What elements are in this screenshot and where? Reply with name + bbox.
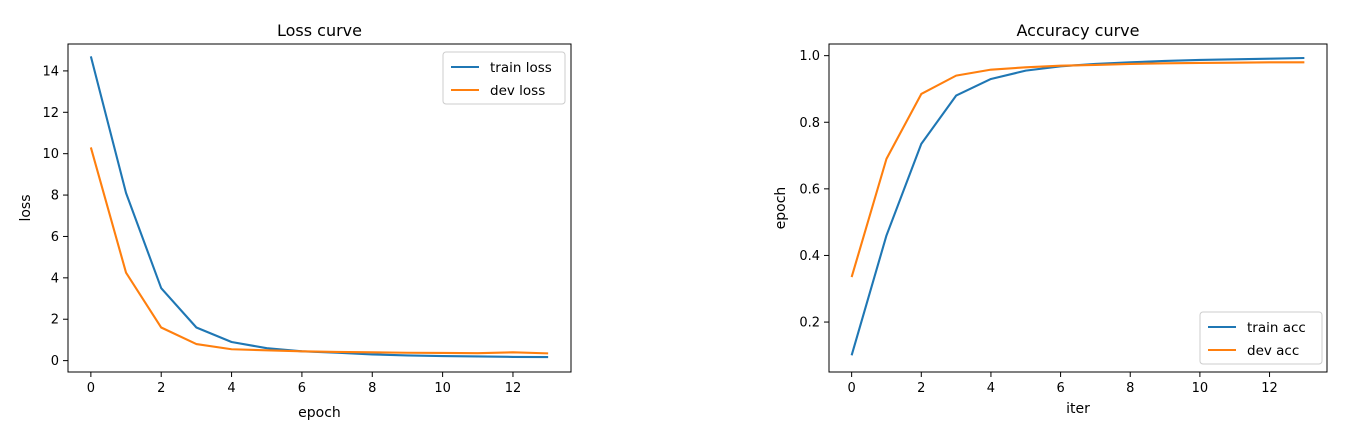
series-line-train-acc [850,56,1305,356]
legend-label: train acc [1247,320,1306,336]
y-tick-label: 0.4 [799,249,820,264]
y-axis-label: loss [18,194,34,221]
x-tick-label: 6 [298,381,306,396]
x-tick-label: 4 [227,381,235,396]
y-tick-label: 0.6 [799,182,820,197]
series-line-dev-acc [850,61,1305,278]
x-tick-label: 10 [434,381,451,396]
y-tick-label: 6 [51,230,59,245]
x-tick-label: 10 [1192,381,1209,396]
x-tick-label: 0 [847,381,855,396]
y-tick-label: 0 [51,354,59,369]
legend: train loss dev loss [442,51,566,105]
chart-accuracy: 0 2 4 6 8 10 12 0.2 0.4 0.6 0.8 1.0 Accuracy curve it… [773,21,1328,417]
legend-label: train loss [490,60,552,76]
chart-title: Accuracy curve [1017,21,1140,40]
y-tick-label: 4 [51,271,59,286]
y-tick-label: 0.2 [799,316,820,331]
x-axis-label: epoch [298,405,341,421]
plot-frame [828,43,1328,373]
plot-frame [67,43,572,373]
x-tick-label: 12 [505,381,522,396]
y-axis-label: epoch [773,187,789,230]
y-tick-label: 10 [42,147,59,162]
y-tick-label: 8 [51,189,59,204]
legend-label: dev acc [1247,343,1299,359]
x-axis-label: iter [1066,401,1090,417]
x-tick-label: 4 [987,381,995,396]
x-tick-label: 0 [87,381,95,396]
x-tick-label: 2 [917,381,925,396]
x-tick-label: 12 [1261,381,1278,396]
y-tick-label: 0.8 [799,116,820,131]
series-line-dev-loss [89,147,549,355]
y-tick-label: 2 [51,313,59,328]
legend-label: dev loss [490,83,545,99]
x-tick-label: 8 [368,381,376,396]
chart-loss: 0 2 4 6 8 10 12 0 2 4 6 8 10 12 14 Loss curve epoch loss t… [18,21,572,421]
chart-title: Loss curve [277,21,362,40]
x-tick-label: 2 [157,381,165,396]
x-tick-label: 8 [1126,381,1134,396]
y-tick-label: 14 [42,64,59,79]
y-tick-label: 1.0 [799,49,820,64]
x-tick-label: 6 [1056,381,1064,396]
y-tick-label: 12 [42,106,59,121]
legend: train acc dev acc [1199,311,1323,365]
